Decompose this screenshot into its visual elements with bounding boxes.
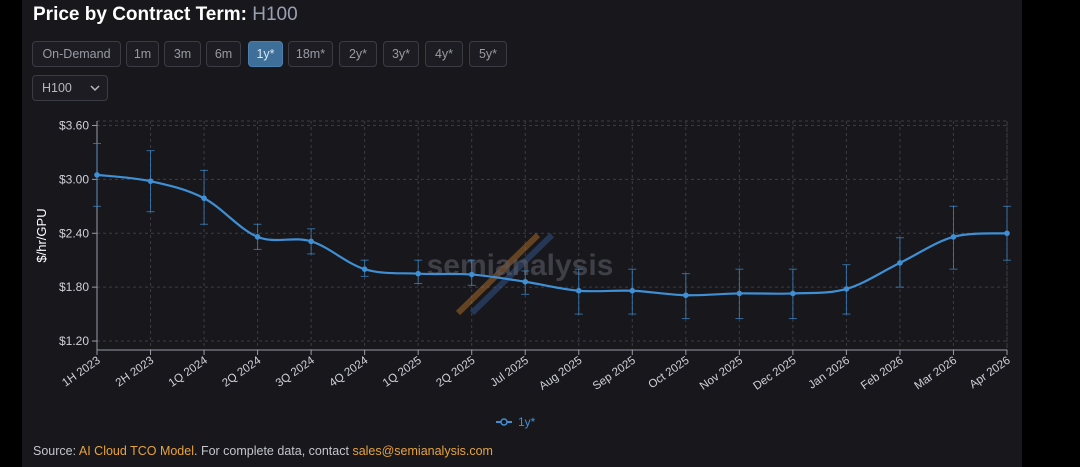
term-button-4y[interactable]: 4y* — [425, 41, 463, 67]
source-middle-text: . For complete data, contact — [194, 444, 349, 458]
y-axis-title: $/hr/GPU — [34, 208, 49, 262]
x-tick-label: Feb 2026 — [859, 355, 906, 393]
data-point[interactable] — [897, 260, 903, 266]
data-point[interactable] — [94, 172, 100, 178]
x-tick-label: Jan 2026 — [806, 355, 852, 392]
x-tick-label: 3Q 2024 — [274, 354, 318, 389]
sales-email-link[interactable]: sales@semianalysis.com — [352, 444, 493, 458]
tco-model-link[interactable]: AI Cloud TCO Model — [78, 444, 194, 458]
series-line-1y — [96, 173, 1008, 297]
term-button-3m[interactable]: 3m — [164, 41, 201, 67]
x-tick-label: 2H 2023 — [114, 355, 157, 390]
term-button-3y[interactable]: 3y* — [383, 41, 419, 67]
data-point[interactable] — [254, 234, 261, 240]
data-point[interactable] — [147, 178, 154, 184]
data-point[interactable] — [843, 286, 850, 292]
data-point[interactable] — [468, 271, 475, 278]
x-tick-label: Dec 2025 — [751, 355, 798, 393]
data-point[interactable] — [1004, 230, 1010, 237]
term-button-5y[interactable]: 5y* — [469, 41, 507, 67]
data-point[interactable] — [683, 292, 689, 299]
x-tick-label: Aug 2025 — [537, 355, 584, 393]
page-title: Price by Contract Term: H100 — [33, 4, 298, 26]
legend-label[interactable]: 1y* — [518, 415, 536, 429]
data-point[interactable] — [950, 234, 957, 240]
term-button-1m[interactable]: 1m — [126, 41, 159, 67]
data-point[interactable] — [415, 270, 421, 277]
x-tick-label: 2Q 2025 — [434, 355, 477, 390]
data-point[interactable] — [522, 278, 529, 285]
y-tick-label: $2.40 — [59, 226, 89, 240]
data-point[interactable] — [361, 266, 368, 272]
gpu-select-value: H100 — [42, 81, 72, 95]
x-tick-label: 2Q 2024 — [220, 354, 264, 389]
source-prefix: Source: — [33, 444, 77, 458]
watermark-text: semianalysis — [427, 249, 614, 282]
x-tick-label: Mar 2026 — [913, 355, 960, 393]
data-point[interactable] — [201, 195, 207, 202]
x-tick-label: 1H 2023 — [60, 355, 103, 390]
title-text: Price by Contract Term: — [33, 4, 247, 25]
x-tick-label: Apr 2026 — [968, 355, 1013, 392]
x-tick-label: 4Q 2024 — [327, 354, 371, 389]
x-tick-label: Nov 2025 — [698, 355, 745, 393]
term-button-18m[interactable]: 18m* — [288, 41, 333, 67]
data-point[interactable] — [736, 290, 743, 297]
legend-swatch-marker — [500, 418, 508, 426]
x-tick-label: Oct 2025 — [646, 355, 691, 392]
title-gpu-name: H100 — [252, 4, 298, 25]
x-tick-label: Jul 2025 — [488, 355, 531, 390]
x-tick-label: Sep 2025 — [591, 355, 638, 393]
y-tick-label: $3.60 — [59, 118, 89, 132]
data-point[interactable] — [575, 287, 582, 294]
data-point[interactable] — [308, 238, 314, 245]
source-note: Source: AI Cloud TCO Model. For complete… — [33, 444, 493, 458]
data-point[interactable] — [790, 290, 796, 297]
data-point[interactable] — [629, 287, 636, 294]
term-button-1y[interactable]: 1y* — [248, 41, 283, 67]
term-button-2y[interactable]: 2y* — [339, 41, 377, 67]
term-button-6m[interactable]: 6m — [206, 41, 241, 67]
watermark-mark — [469, 232, 555, 316]
y-tick-label: $1.20 — [59, 334, 89, 348]
x-tick-label: 1Q 2024 — [167, 354, 211, 389]
watermark-mark — [455, 232, 541, 316]
x-tick-label: 1Q 2025 — [381, 355, 424, 390]
term-button-on-demand[interactable]: On-Demand — [32, 41, 121, 67]
y-tick-label: $3.00 — [59, 172, 89, 186]
y-tick-label: $1.80 — [59, 280, 89, 294]
chevron-down-icon — [90, 85, 100, 92]
gpu-select[interactable]: H100 — [32, 75, 108, 101]
